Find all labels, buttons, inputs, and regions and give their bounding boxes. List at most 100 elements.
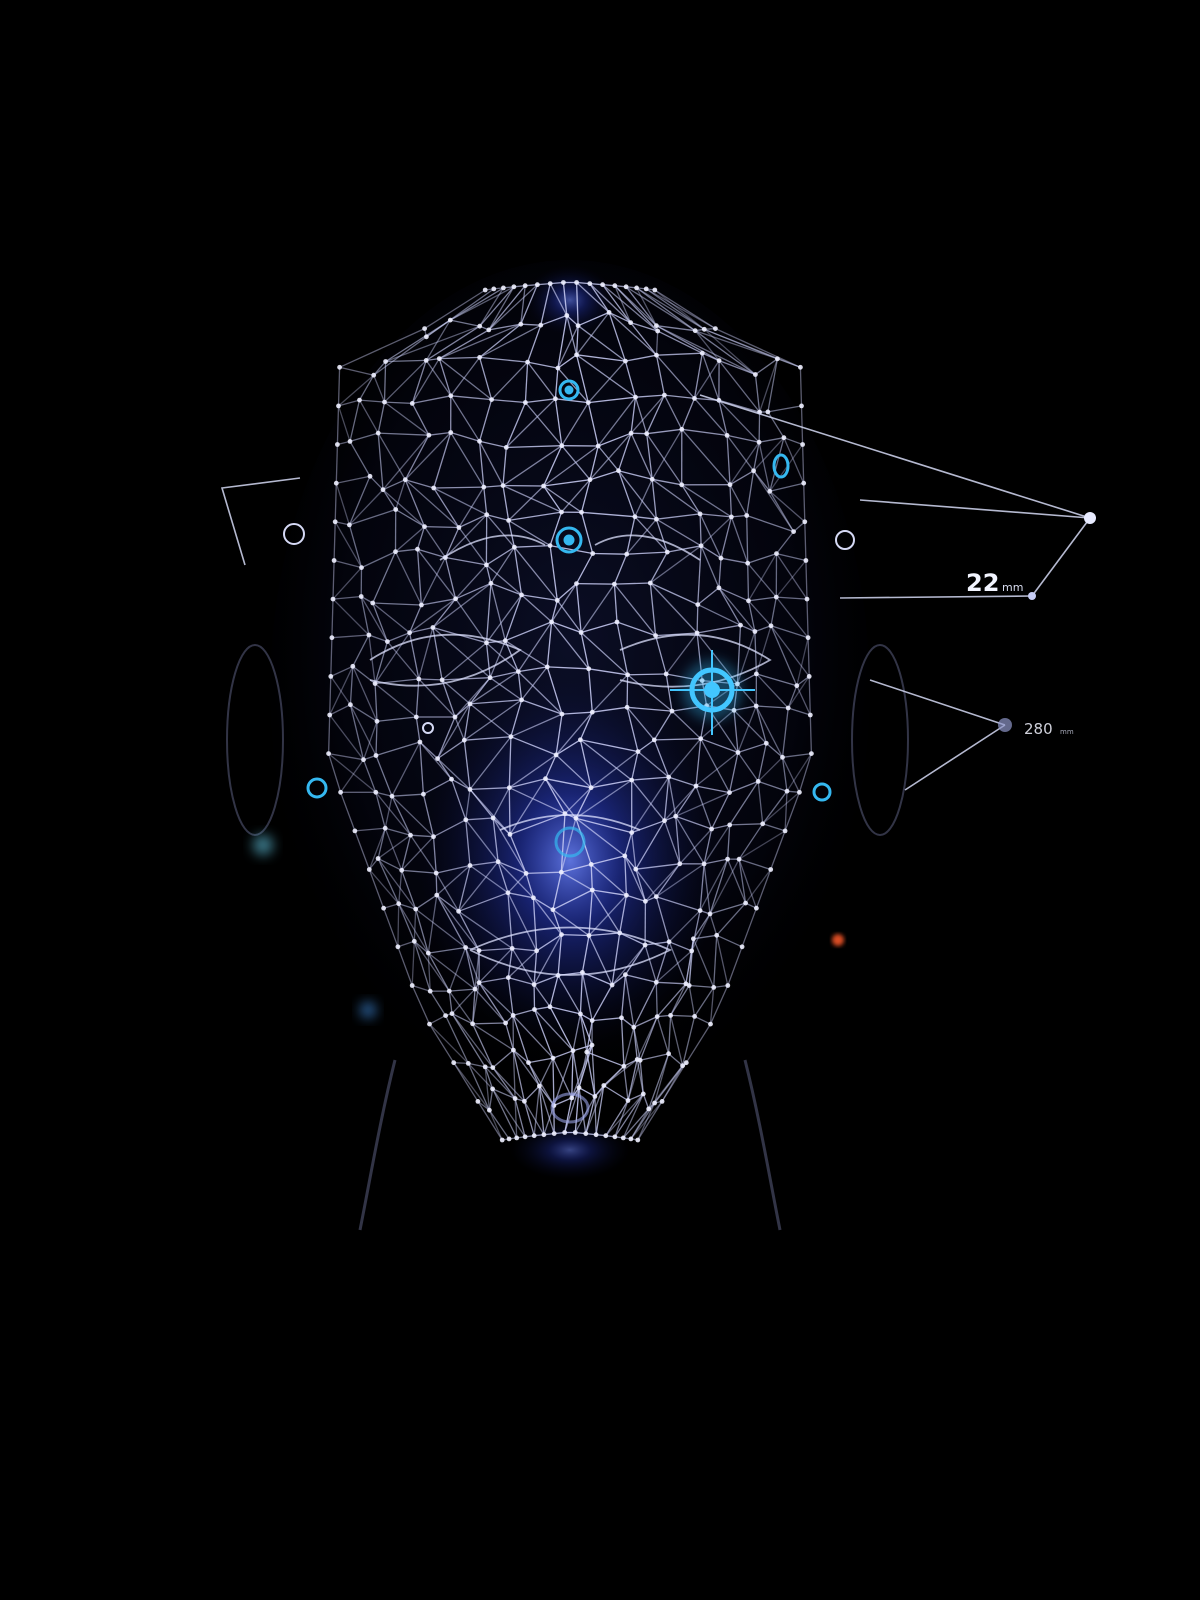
mesh-vertex xyxy=(642,942,648,948)
mesh-edge xyxy=(579,739,592,788)
mesh-edge xyxy=(729,484,733,517)
mesh-edge xyxy=(485,642,491,678)
mesh-vertex xyxy=(806,674,812,679)
mesh-edge xyxy=(709,913,718,936)
mesh-edge xyxy=(726,435,731,485)
mesh-edge xyxy=(508,736,512,788)
mesh-edge xyxy=(546,621,553,667)
mesh-edge xyxy=(685,1023,712,1064)
mesh-vertex xyxy=(803,558,809,563)
mesh-edge xyxy=(577,311,610,327)
mesh-edge xyxy=(578,1087,596,1097)
mesh-edge xyxy=(746,514,794,533)
mesh-edge xyxy=(335,521,350,526)
mesh-edge xyxy=(729,780,759,794)
mesh-edge xyxy=(639,1016,658,1061)
mesh-edge xyxy=(646,394,665,434)
mesh-edge xyxy=(410,834,434,838)
mesh-vertex xyxy=(646,1106,652,1112)
mesh-edge xyxy=(333,559,362,569)
mesh-vertex xyxy=(487,675,493,681)
mesh-edge xyxy=(747,563,750,601)
mesh-edge xyxy=(767,411,785,439)
mesh-edge xyxy=(437,716,456,759)
mesh-edge xyxy=(469,787,510,791)
mesh-edge xyxy=(375,791,393,797)
mesh-edge xyxy=(391,793,424,797)
mesh-edge xyxy=(581,935,590,973)
mesh-edge xyxy=(436,864,471,874)
mesh-vertex xyxy=(628,320,633,325)
mesh-edge xyxy=(458,486,485,528)
mesh-edge xyxy=(715,328,801,368)
mesh-edge xyxy=(775,531,795,554)
mesh-edge xyxy=(700,738,731,793)
mesh-edge xyxy=(747,553,778,602)
mesh-edge xyxy=(737,742,767,754)
mesh-edge xyxy=(505,398,556,448)
mesh-edge xyxy=(733,710,739,753)
mesh-vertex xyxy=(491,286,497,292)
mesh-edge xyxy=(405,479,434,489)
mesh-edge xyxy=(689,984,714,989)
mesh-edge xyxy=(420,557,446,606)
mesh-edge xyxy=(758,358,779,413)
mesh-vertex xyxy=(595,443,601,449)
mesh-edge xyxy=(332,595,362,600)
mesh-edge xyxy=(699,513,702,546)
mesh-edge xyxy=(571,1050,574,1098)
mesh-edge xyxy=(579,711,593,741)
mesh-edge xyxy=(521,594,553,623)
mesh-edge xyxy=(517,671,523,700)
mesh-edge xyxy=(491,361,529,401)
mesh-edge xyxy=(502,485,562,513)
mesh-edge xyxy=(372,602,389,642)
mesh-edge xyxy=(627,706,673,712)
mesh-edge xyxy=(655,518,668,553)
mesh-vertex xyxy=(472,986,478,992)
mesh-edge xyxy=(413,941,431,992)
mesh-edge xyxy=(457,865,471,912)
mesh-vertex xyxy=(416,676,422,682)
mesh-edge xyxy=(589,283,632,324)
mesh-edge xyxy=(663,777,670,821)
mesh-edge xyxy=(517,621,553,672)
mesh-edge xyxy=(526,324,542,363)
mesh-edge xyxy=(509,834,527,874)
mesh-edge xyxy=(451,1013,494,1068)
mesh-edge xyxy=(588,396,636,404)
mesh-vertex xyxy=(623,358,628,364)
mesh-vertex xyxy=(509,946,515,951)
mesh-edge xyxy=(634,516,657,520)
mesh-edge xyxy=(385,325,480,363)
mesh-vertex xyxy=(640,1091,646,1097)
mesh-edge xyxy=(409,598,456,634)
mesh-edge xyxy=(642,1093,650,1110)
mesh-edge xyxy=(578,1051,588,1088)
mesh-edge xyxy=(661,1065,684,1102)
mesh-edge xyxy=(699,858,729,911)
mesh-edge xyxy=(422,794,435,837)
mesh-edge xyxy=(488,286,515,331)
mesh-edge xyxy=(416,548,457,600)
mesh-edge xyxy=(718,587,742,626)
mesh-edge xyxy=(688,985,696,1017)
mesh-edge xyxy=(611,944,646,986)
mesh-edge xyxy=(486,642,519,673)
mesh-edge xyxy=(631,432,647,435)
mesh-vertex xyxy=(807,712,813,718)
mesh-vertex xyxy=(554,598,560,603)
mesh-edge xyxy=(533,974,559,986)
mesh-edge xyxy=(458,861,499,912)
mesh-edge xyxy=(374,683,378,722)
mesh-edge xyxy=(589,470,619,481)
mesh-edge xyxy=(330,637,333,677)
mesh-edge xyxy=(681,484,732,518)
mesh-edge xyxy=(329,666,354,716)
mesh-edge xyxy=(368,827,386,870)
mesh-edge xyxy=(611,974,626,986)
mesh-edge xyxy=(557,934,563,976)
mesh-edge xyxy=(551,583,578,623)
mesh-edge xyxy=(361,551,396,569)
feature-contour xyxy=(619,633,772,688)
